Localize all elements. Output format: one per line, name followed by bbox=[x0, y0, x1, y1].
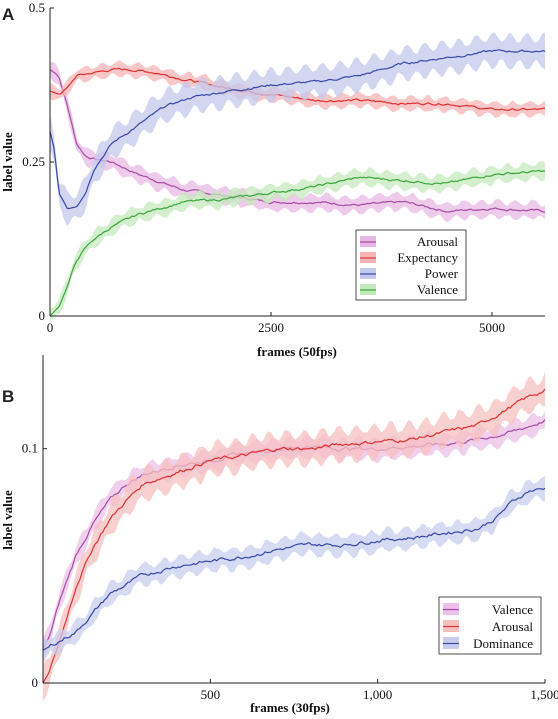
x-tick-label: 1,500 bbox=[530, 687, 558, 702]
band-power bbox=[50, 32, 545, 227]
x-tick-label: 500 bbox=[201, 687, 221, 702]
y-tick-label: 0.25 bbox=[22, 154, 45, 169]
legend-label-dominance: Dominance bbox=[473, 636, 533, 651]
legend-label-arousal: Arousal bbox=[417, 234, 459, 249]
panel-letter: B bbox=[2, 387, 14, 406]
legend-label-expectancy: Expectancy bbox=[397, 250, 458, 265]
legend: Valence Arousal Dominance bbox=[438, 596, 542, 655]
legend-label-power: Power bbox=[425, 266, 459, 281]
line-arousal bbox=[42, 388, 546, 684]
y-tick-label: 0 bbox=[39, 308, 46, 323]
legend-label-valence: Valence bbox=[417, 282, 458, 297]
band-valence bbox=[50, 161, 545, 324]
y-tick-label: 0.5 bbox=[29, 0, 45, 15]
x-tick-label: 1,000 bbox=[363, 687, 392, 702]
x-tick-label: 2500 bbox=[258, 320, 284, 335]
legend-label-valence: Valence bbox=[492, 602, 533, 617]
band-dominance bbox=[43, 475, 545, 663]
y-tick-label: 0.1 bbox=[22, 441, 38, 456]
legend-label-arousal: Arousal bbox=[492, 619, 534, 634]
panel-a: A 0 2500 5000 0 0.25 0.5 frames (50fps) label va… bbox=[0, 0, 546, 359]
y-axis-label: label value bbox=[0, 490, 15, 550]
line-valence bbox=[49, 169, 546, 317]
line-expectancy bbox=[49, 67, 546, 112]
line-dominance bbox=[42, 487, 546, 651]
y-axis-label: label value bbox=[0, 132, 15, 192]
line-power bbox=[49, 49, 546, 210]
panel-b: B 500 1,000 1,500 0 0.1 frames (30fps) label va… bbox=[0, 355, 558, 715]
line-arousal bbox=[49, 69, 546, 213]
panel-letter: A bbox=[2, 5, 14, 24]
x-tick-label: 5000 bbox=[479, 320, 505, 335]
y-tick-label: 0 bbox=[32, 675, 39, 690]
x-axis-label: frames (50fps) bbox=[257, 344, 337, 359]
band-arousal bbox=[43, 371, 545, 702]
band-arousal bbox=[50, 61, 545, 222]
x-tick-label: 0 bbox=[47, 320, 54, 335]
x-axis-label: frames (30fps) bbox=[250, 700, 330, 715]
